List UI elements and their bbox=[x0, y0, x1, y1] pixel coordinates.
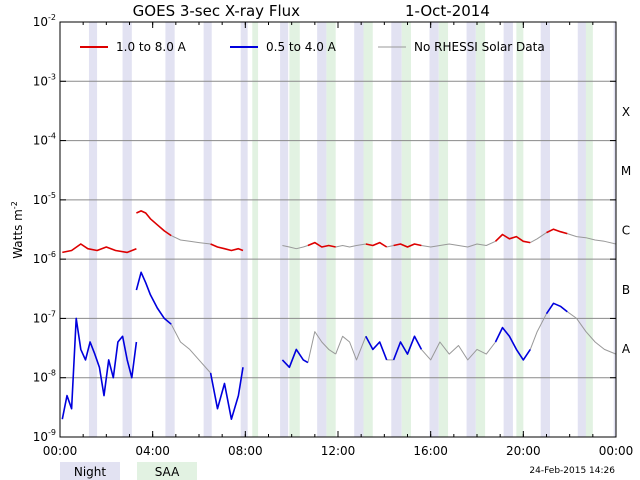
saa-band bbox=[363, 22, 373, 437]
long-channel-no-rhessi-line bbox=[421, 240, 496, 248]
night-band bbox=[391, 22, 402, 437]
night-band bbox=[165, 22, 175, 437]
x-tick-label: 04:00 bbox=[135, 444, 170, 458]
long-channel-line bbox=[62, 243, 137, 254]
x-tick-label: 00:00 bbox=[43, 444, 78, 458]
night-band bbox=[577, 22, 588, 437]
short-channel-no-rhessi-line bbox=[529, 313, 547, 350]
y-tick-label: 10-4 bbox=[33, 132, 56, 148]
legend-label-short-channel: 0.5 to 4.0 A bbox=[266, 40, 337, 54]
long-channel-line bbox=[393, 243, 422, 248]
night-band bbox=[503, 22, 513, 437]
night-band bbox=[280, 22, 289, 437]
x-tick-label: 20:00 bbox=[506, 444, 541, 458]
y-tick-label: 10-9 bbox=[33, 428, 56, 444]
night-band bbox=[540, 22, 550, 437]
long-channel-line bbox=[307, 241, 336, 248]
legend-label-long-channel: 1.0 to 8.0 A bbox=[116, 40, 187, 54]
y-tick-label: 10-5 bbox=[33, 191, 56, 207]
long-channel-line bbox=[136, 210, 172, 237]
long-channel-no-rhessi-line bbox=[386, 245, 394, 248]
night-band bbox=[122, 22, 132, 437]
long-channel-line bbox=[546, 228, 568, 235]
short-channel-line bbox=[209, 367, 244, 421]
night-band bbox=[613, 22, 616, 437]
short-channel-line bbox=[135, 271, 172, 325]
saa-legend-label: SAA bbox=[155, 465, 180, 479]
y-tick-label: 10-3 bbox=[33, 72, 56, 88]
short-channel-no-rhessi-line bbox=[421, 341, 496, 361]
long-channel-no-rhessi-line bbox=[335, 243, 366, 248]
band-legend: Night SAA bbox=[60, 462, 197, 480]
long-channel-no-rhessi-line bbox=[530, 232, 547, 244]
saa-band bbox=[438, 22, 449, 437]
orbit-bands bbox=[88, 22, 616, 437]
short-channel-line bbox=[494, 326, 531, 361]
saa-band bbox=[326, 22, 336, 437]
legend: 1.0 to 8.0 A 0.5 to 4.0 A No RHESSI Sola… bbox=[80, 40, 545, 54]
short-channel-line bbox=[365, 335, 388, 361]
long-channel-line bbox=[494, 233, 531, 244]
x-tick-label: 16:00 bbox=[413, 444, 448, 458]
night-band bbox=[240, 22, 248, 437]
short-channel-line bbox=[281, 348, 309, 369]
saa-band bbox=[585, 22, 593, 437]
generated-timestamp: 24-Feb-2015 14:26 bbox=[529, 466, 615, 476]
x-tick-label: 00:00 bbox=[599, 444, 634, 458]
y-tick-label: 10-6 bbox=[33, 250, 56, 266]
y-axis-ticks: 10-2 10-3 10-4 10-5 10-6 10-7 10-8 10-9 bbox=[33, 13, 616, 444]
saa-band bbox=[516, 22, 524, 437]
flare-class-labels: X M C B A bbox=[621, 105, 631, 356]
flare-class-label: C bbox=[622, 224, 630, 238]
horizontal-grid bbox=[60, 80, 616, 379]
short-channel-line bbox=[392, 335, 423, 361]
short-channel-no-rhessi-line bbox=[335, 335, 367, 361]
saa-band bbox=[401, 22, 411, 437]
short-channel-no-rhessi-line bbox=[567, 311, 617, 355]
long-channel-no-rhessi-line bbox=[567, 233, 617, 245]
night-band bbox=[203, 22, 212, 437]
long-channel-no-rhessi-line bbox=[282, 245, 309, 250]
flare-class-label: B bbox=[622, 283, 630, 297]
x-tick-label: 12:00 bbox=[321, 444, 356, 458]
short-channel-no-rhessi-line bbox=[307, 331, 336, 363]
chart-title: GOES 3-sec X-ray Flux bbox=[133, 2, 300, 20]
long-channel-line bbox=[365, 241, 388, 248]
night-legend-label: Night bbox=[74, 465, 107, 479]
legend-label-no-rhessi: No RHESSI Solar Data bbox=[414, 40, 545, 54]
night-band bbox=[354, 22, 364, 437]
flare-class-label: A bbox=[622, 342, 631, 356]
flare-class-label: M bbox=[621, 164, 631, 178]
night-band bbox=[466, 22, 476, 437]
saa-band bbox=[252, 22, 259, 437]
night-band bbox=[88, 22, 98, 437]
x-axis-ticks: 00:00 04:00 08:00 12:00 16:00 20:00 00:00 bbox=[43, 22, 634, 458]
flux-series bbox=[61, 210, 617, 421]
long-channel-no-rhessi-line bbox=[170, 235, 211, 245]
saa-band bbox=[475, 22, 486, 437]
short-channel-line bbox=[545, 302, 568, 315]
chart-date: 1-Oct-2014 bbox=[405, 2, 490, 20]
y-tick-label: 10-7 bbox=[33, 309, 56, 325]
saa-legend-swatch bbox=[137, 462, 197, 480]
y-tick-label: 10-2 bbox=[33, 13, 56, 29]
plot-frame bbox=[59, 21, 617, 438]
short-channel-line bbox=[61, 317, 138, 420]
y-tick-label: 10-8 bbox=[33, 369, 56, 385]
x-tick-label: 08:00 bbox=[228, 444, 263, 458]
short-channel-no-rhessi-line bbox=[170, 323, 211, 374]
flare-class-label: X bbox=[622, 105, 630, 119]
saa-band bbox=[289, 22, 300, 437]
night-legend-swatch bbox=[60, 462, 120, 480]
long-channel-line bbox=[210, 243, 244, 252]
night-band bbox=[317, 22, 327, 437]
y-axis-label: Watts m-2 bbox=[10, 201, 25, 259]
night-band bbox=[429, 22, 439, 437]
